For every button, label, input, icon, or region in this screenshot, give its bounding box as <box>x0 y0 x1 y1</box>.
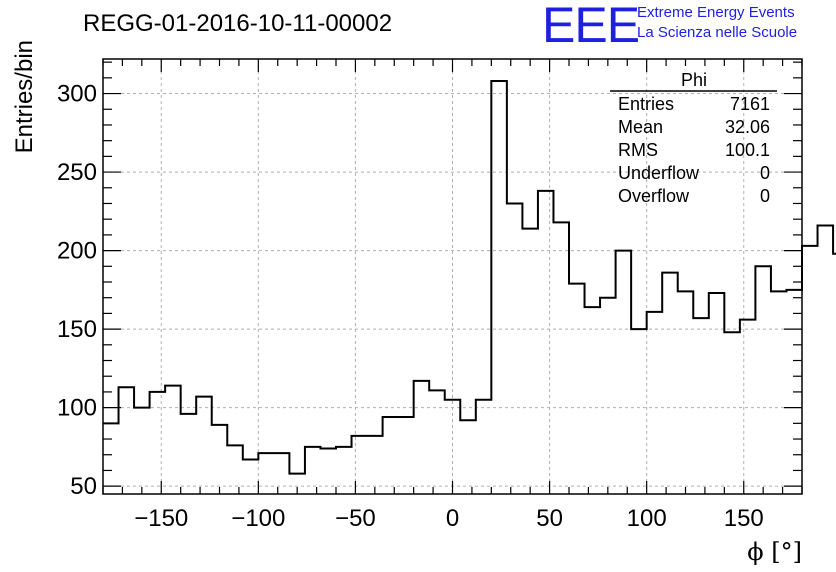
y-tick-label: 100 <box>57 395 97 422</box>
axis-ticks <box>102 59 803 494</box>
stats-row-label: Overflow <box>618 186 690 206</box>
stats-row-value: 0 <box>760 186 770 206</box>
x-tick-label: 50 <box>536 505 563 532</box>
grid-lines <box>103 59 802 494</box>
x-tick-labels: −150 −100 −50 0 50 100 150 <box>134 505 764 532</box>
stats-row-label: Entries <box>618 94 674 114</box>
stats-row-value: 7161 <box>730 94 770 114</box>
x-tick-label: 150 <box>724 505 764 532</box>
y-tick-label: 50 <box>70 473 97 500</box>
stats-row-value: 32.06 <box>725 117 770 137</box>
y-tick-label: 150 <box>57 316 97 343</box>
stats-row-label: RMS <box>618 140 658 160</box>
logo-subtitle-line2: La Scienza nelle Scuole <box>637 24 798 41</box>
x-tick-label: −50 <box>335 505 376 532</box>
y-axis-label: Entries/bin <box>11 40 38 153</box>
plot-title: REGG-01-2016-10-11-00002 <box>83 10 393 37</box>
stats-box: Phi Entries 7161 Mean 32.06 RMS 100.1 Underflo… <box>610 70 777 206</box>
x-tick-label: −150 <box>134 505 188 532</box>
x-tick-label: 0 <box>446 505 459 532</box>
logo-subtitle-line1: Extreme Energy Events <box>637 4 795 21</box>
x-axis-label: ϕ [°] <box>747 538 802 566</box>
stats-row-value: 100.1 <box>725 140 770 160</box>
histogram-line <box>103 79 836 475</box>
x-tick-label: 100 <box>627 505 667 532</box>
y-tick-label: 250 <box>57 159 97 186</box>
eee-logo: EEE <box>542 0 640 53</box>
stats-row-label: Underflow <box>618 163 700 183</box>
stats-row-label: Mean <box>618 117 663 137</box>
x-tick-label: −100 <box>231 505 285 532</box>
y-tick-label: 300 <box>57 81 97 108</box>
y-tick-labels: 50 100 150 200 250 300 <box>57 81 97 501</box>
stats-row-value: 0 <box>760 163 770 183</box>
stats-box-title: Phi <box>681 70 707 90</box>
y-tick-label: 200 <box>57 238 97 265</box>
